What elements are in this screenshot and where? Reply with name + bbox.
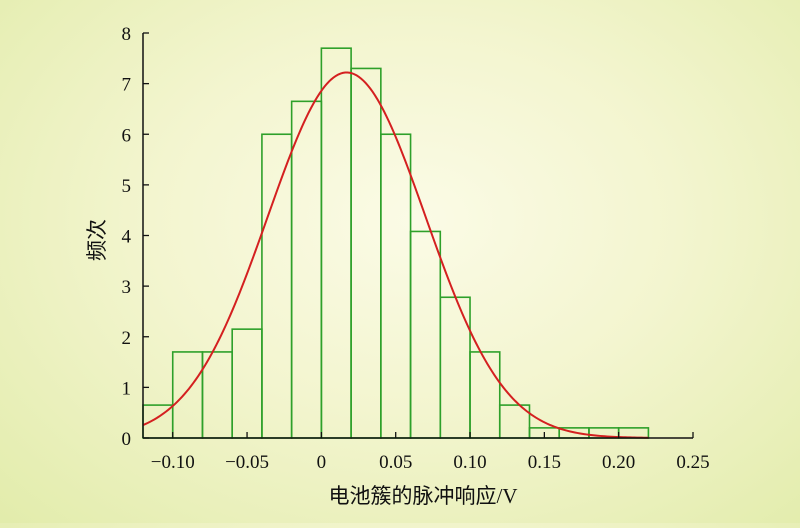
histogram-bar — [320, 47, 352, 439]
x-tick-label: 0.10 — [453, 452, 486, 473]
y-tick-label: 8 — [122, 24, 132, 45]
histogram-bar — [469, 351, 501, 439]
y-tick-label: 4 — [122, 227, 132, 248]
histogram-bar — [290, 100, 323, 439]
histogram-bar — [409, 230, 442, 439]
histogram-bar — [231, 328, 263, 439]
x-ticks: −0.10 −0.05 0 0.05 0.10 0.15 0.20 0.25 — [151, 432, 710, 473]
x-tick-label: 0.20 — [602, 452, 635, 473]
y-tick-label: 5 — [122, 176, 132, 197]
y-tick-label: 7 — [122, 75, 132, 96]
y-tick-label: 1 — [122, 378, 132, 399]
histogram-bar — [380, 133, 412, 439]
histogram-bar — [350, 67, 382, 439]
x-tick-label: 0 — [317, 452, 327, 473]
y-tick-label: 3 — [122, 277, 132, 298]
x-tick-label: 0.05 — [379, 452, 412, 473]
x-tick-label: −0.05 — [225, 452, 269, 473]
bars-layer — [142, 47, 650, 439]
axes-layer — [142, 33, 693, 439]
x-tick-label: 0.15 — [528, 452, 561, 473]
y-tick-label: 2 — [122, 328, 132, 349]
y-axis-label: 频次 — [85, 219, 109, 261]
y-tick-label: 0 — [122, 429, 132, 450]
y-ticks: 0 1 2 3 4 5 6 7 8 — [122, 24, 149, 450]
histogram-bar — [261, 133, 293, 439]
x-axis-label: 电池簇的脉冲响应/V — [329, 484, 518, 508]
histogram-bar — [439, 296, 471, 439]
normal-fit-curve — [142, 71, 649, 439]
histogram-bar — [171, 351, 204, 439]
x-tick-label: −0.10 — [151, 452, 195, 473]
histogram-bar — [201, 351, 233, 439]
y-tick-label: 6 — [122, 125, 132, 146]
x-tick-label: 0.25 — [676, 452, 709, 473]
